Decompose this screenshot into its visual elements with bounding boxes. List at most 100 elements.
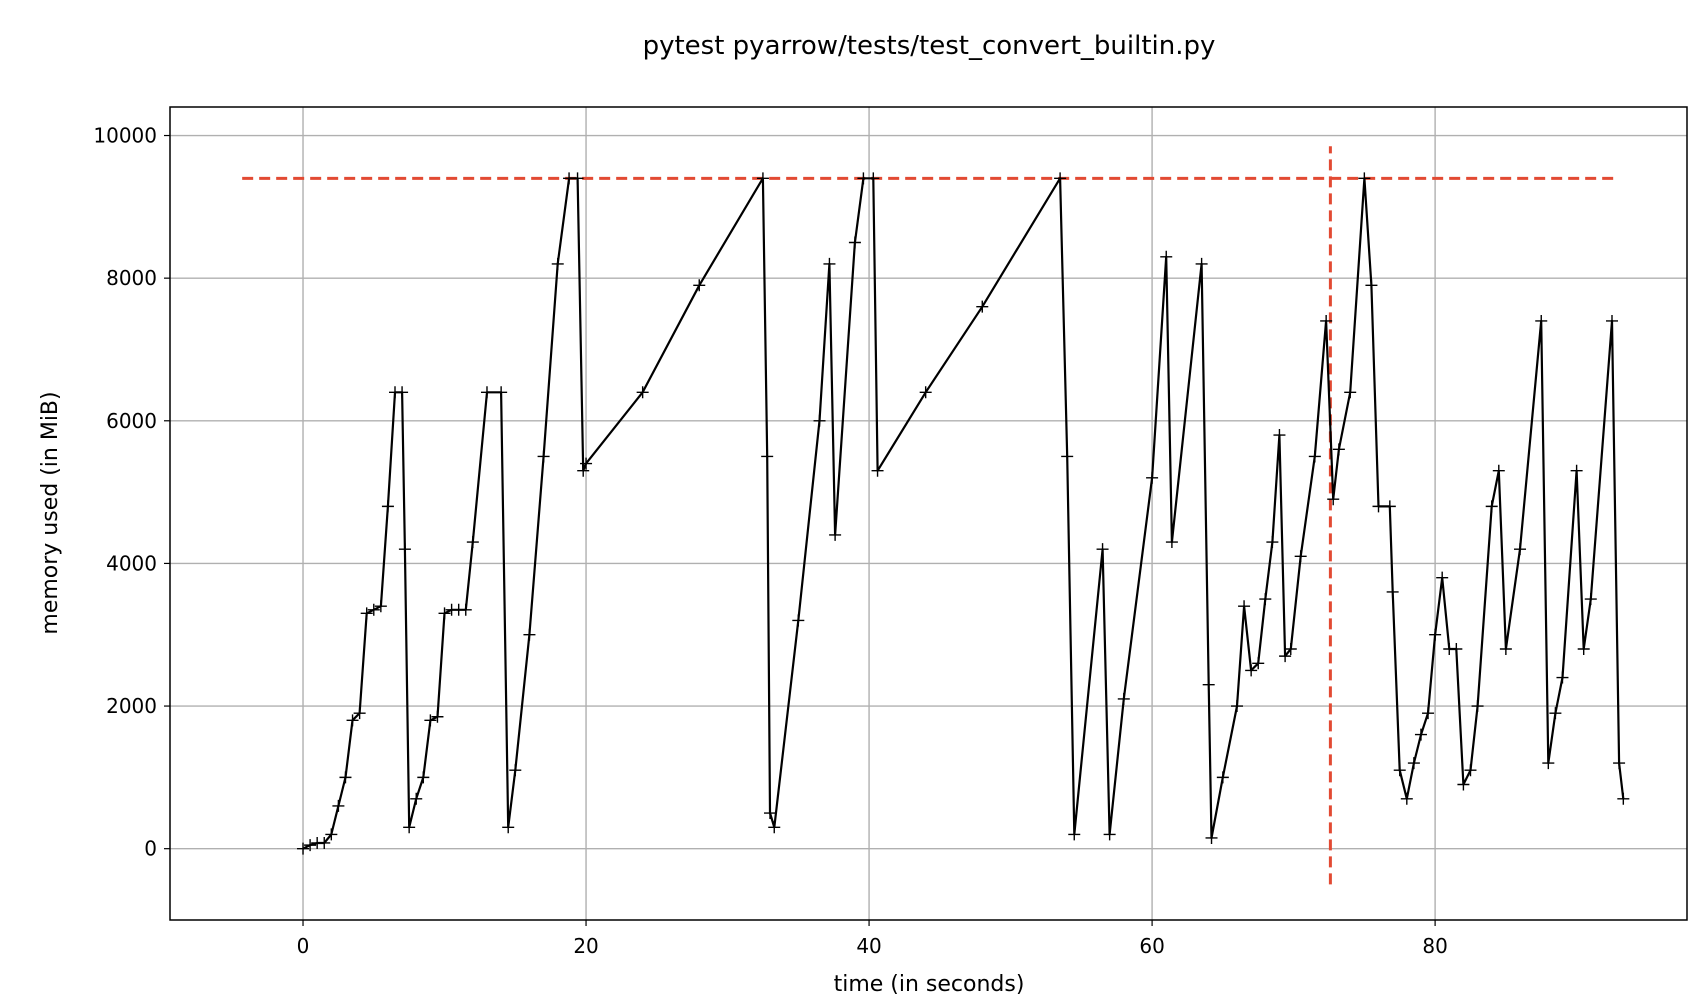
data-point-marker [693, 279, 706, 292]
data-point-marker [756, 172, 769, 185]
x-tick-label: 80 [1422, 934, 1447, 958]
data-point-marker [1061, 450, 1074, 463]
x-axis-ticks: 0 20 40 60 80 [297, 920, 1448, 958]
data-point-marker [848, 236, 861, 249]
data-point-marker [1165, 536, 1178, 549]
data-point-marker [1320, 314, 1333, 327]
data-point-marker [919, 386, 932, 399]
data-point-marker [1344, 386, 1357, 399]
data-point-marker [466, 536, 479, 549]
data-point-marker [761, 450, 774, 463]
data-point-marker [1499, 643, 1512, 655]
data-point-marker [1617, 792, 1630, 805]
data-point-marker [1570, 464, 1583, 477]
data-point-marker [1542, 757, 1555, 770]
data-point-marker [1096, 543, 1109, 556]
y-tick-label: 8000 [106, 266, 157, 290]
data-point-marker [867, 172, 880, 185]
data-point-marker [1259, 593, 1272, 606]
data-point-marker [1327, 493, 1340, 506]
data-point-marker [1577, 643, 1590, 655]
data-point-marker [1514, 543, 1527, 556]
data-point-marker [1054, 172, 1067, 185]
data-point-marker [1400, 792, 1413, 805]
data-point-marker [829, 528, 842, 541]
data-point-marker [459, 603, 472, 616]
chart-title: pytest pyarrow/tests/test_convert_builti… [643, 31, 1216, 61]
data-point-marker [523, 628, 536, 641]
data-point-marker [339, 771, 352, 784]
data-point-marker [332, 799, 345, 812]
data-point-marker [1068, 828, 1081, 841]
data-point-marker [1308, 450, 1321, 463]
data-point-marker [424, 714, 437, 727]
data-point-marker [813, 414, 826, 427]
data-point-marker [1294, 550, 1307, 563]
data-point-marker [318, 836, 331, 849]
data-point-marker [297, 842, 310, 855]
data-point-marker [871, 464, 884, 477]
data-point-marker [1485, 500, 1498, 513]
data-point-marker [551, 257, 564, 270]
data-point-marker [1245, 664, 1258, 677]
data-point-marker [1284, 643, 1297, 655]
data-point-marker [367, 603, 380, 616]
y-axis-label: memory used (in MiB) [38, 391, 63, 634]
data-point-marker [1606, 314, 1618, 327]
data-point-marker [1414, 728, 1427, 741]
data-point-marker [1202, 678, 1215, 691]
data-point-marker [571, 172, 584, 185]
data-point-marker [509, 764, 522, 777]
y-tick-label: 10000 [93, 124, 157, 148]
plot-frame [169, 106, 1688, 921]
data-point-marker [1492, 464, 1505, 477]
data-point-marker [577, 464, 590, 477]
data-point-marker [396, 386, 409, 399]
data-point-marker [403, 821, 416, 834]
data-point-marker [325, 828, 338, 841]
data-point-marker [1332, 443, 1345, 456]
x-tick-label: 40 [856, 934, 881, 958]
max-memory-markers [242, 146, 1620, 885]
data-point-marker [1556, 671, 1569, 684]
data-point-marker [1230, 700, 1243, 713]
data-point-marker [374, 600, 387, 613]
data-point-marker [346, 714, 359, 727]
data-point-marker [360, 607, 373, 620]
data-point-marker [1205, 831, 1218, 844]
data-point-marker [438, 607, 451, 620]
x-tick-label: 60 [1139, 934, 1164, 958]
data-point-marker [768, 821, 781, 834]
data-point-marker [792, 614, 805, 627]
y-tick-label: 0 [144, 837, 157, 861]
data-point-marker [1273, 429, 1286, 442]
x-axis-label: time (in seconds) [834, 972, 1025, 997]
data-point-marker [1450, 643, 1463, 655]
data-point-marker [1386, 585, 1399, 598]
data-point-marker [1195, 257, 1208, 270]
data-point-marker [1365, 279, 1378, 292]
data-point-marker [1549, 707, 1562, 720]
data-point-marker [1372, 500, 1385, 513]
y-tick-label: 4000 [106, 551, 157, 575]
grid-lines [170, 107, 1687, 920]
data-point-marker [1535, 314, 1548, 327]
data-point-marker [398, 543, 411, 556]
x-tick-label: 20 [573, 934, 598, 958]
data-point-marker [1422, 707, 1435, 720]
data-point-marker [1464, 764, 1477, 777]
data-point-marker [764, 807, 777, 820]
y-tick-label: 6000 [106, 409, 157, 433]
data-point-marker [1457, 778, 1470, 791]
data-point-marker [1584, 593, 1597, 606]
series-memory-used [297, 172, 1630, 855]
data-point-marker [410, 792, 423, 805]
data-point-marker [495, 386, 508, 399]
data-point-marker [1429, 628, 1442, 641]
data-point-marker [580, 457, 593, 470]
data-point-marker [304, 839, 317, 852]
series-line [302, 177, 1625, 850]
data-point-marker [1252, 657, 1265, 670]
data-point-marker [1160, 250, 1173, 263]
